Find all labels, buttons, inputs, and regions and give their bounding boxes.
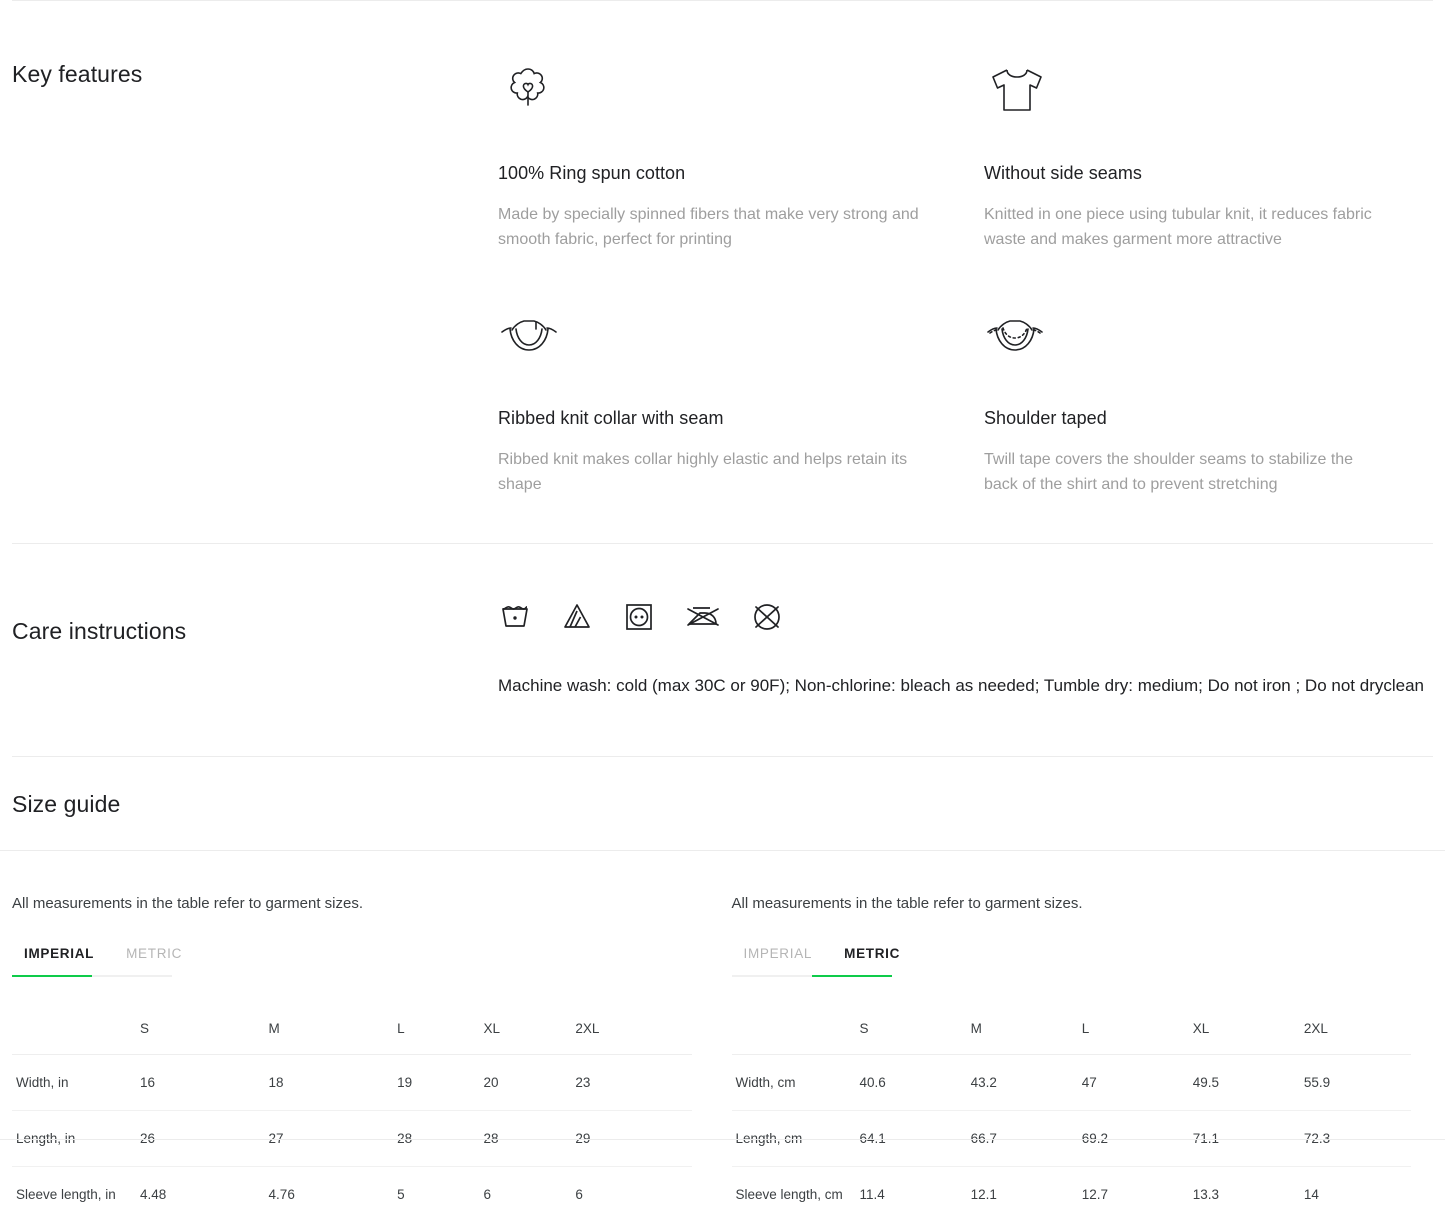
cell: 55.9 xyxy=(1300,1055,1411,1111)
cell: 14 xyxy=(1300,1167,1411,1222)
care-instructions-section: Care instructions xyxy=(0,544,1445,756)
row-label: Sleeve length, cm xyxy=(732,1167,856,1222)
feature-description: Twill tape covers the shoulder seams to … xyxy=(984,447,1389,497)
tumble-dry-medium-icon xyxy=(622,600,656,634)
size-guide-header: Size guide xyxy=(0,757,1445,850)
cell: 12.1 xyxy=(967,1167,1078,1222)
cell: 6 xyxy=(479,1167,571,1222)
column-header: L xyxy=(1078,1003,1189,1055)
feature-title: 100% Ring spun cotton xyxy=(498,163,940,184)
bottom-divider xyxy=(0,1139,1445,1140)
table-row: Width, cm 40.6 43.2 47 49.5 55.9 xyxy=(732,1055,1412,1111)
table-row: Sleeve length, cm 11.4 12.1 12.7 13.3 14 xyxy=(732,1167,1412,1222)
column-header xyxy=(732,1003,856,1055)
care-instructions-title: Care instructions xyxy=(12,600,498,700)
tab-active-underline xyxy=(812,975,892,977)
size-guide-tables: All measurements in the table refer to g… xyxy=(0,851,1445,1222)
do-not-dryclean-icon xyxy=(750,600,784,634)
tab-active-underline xyxy=(12,975,92,977)
unit-tabs: IMPERIAL METRIC xyxy=(732,946,1412,975)
cell: 4.76 xyxy=(265,1167,394,1222)
shoulder-tape-icon xyxy=(984,306,1389,364)
cell: 11.4 xyxy=(856,1167,967,1222)
feature-item: Shoulder taped Twill tape covers the sho… xyxy=(984,306,1433,497)
size-guide-title: Size guide xyxy=(12,791,1433,818)
tab-track xyxy=(12,975,172,977)
table-header-row: S M L XL 2XL xyxy=(12,1003,692,1055)
key-features-title: Key features xyxy=(12,61,498,497)
feature-title: Ribbed knit collar with seam xyxy=(498,408,940,429)
feature-description: Made by specially spinned fibers that ma… xyxy=(498,202,940,252)
column-header: 2XL xyxy=(571,1003,691,1055)
cell: 5 xyxy=(393,1167,479,1222)
feature-item: Without side seams Knitted in one piece … xyxy=(984,61,1433,252)
cell: 13.3 xyxy=(1189,1167,1300,1222)
column-header: S xyxy=(856,1003,967,1055)
key-features-body: 100% Ring spun cotton Made by specially … xyxy=(498,61,1433,497)
cell: 40.6 xyxy=(856,1055,967,1111)
table-note: All measurements in the table refer to g… xyxy=(732,895,1412,912)
do-not-iron-icon xyxy=(684,600,722,634)
unit-tabs: IMPERIAL METRIC xyxy=(12,946,692,975)
tab-track xyxy=(732,975,892,977)
key-features-section: Key features 100% Ring spun cotton Made … xyxy=(0,1,1445,543)
table-header-row: S M L XL 2XL xyxy=(732,1003,1412,1055)
care-instructions-body: Machine wash: cold (max 30C or 90F); Non… xyxy=(498,600,1433,700)
cell: 12.7 xyxy=(1078,1167,1189,1222)
column-header: XL xyxy=(1189,1003,1300,1055)
cell: 18 xyxy=(265,1055,394,1111)
cell: 49.5 xyxy=(1189,1055,1300,1111)
cell: 16 xyxy=(136,1055,265,1111)
column-header: M xyxy=(265,1003,394,1055)
feature-item: 100% Ring spun cotton Made by specially … xyxy=(498,61,984,252)
cotton-boll-icon xyxy=(498,61,940,119)
feature-grid: 100% Ring spun cotton Made by specially … xyxy=(498,61,1433,497)
size-table-metric: All measurements in the table refer to g… xyxy=(714,851,1434,1222)
table-row: Sleeve length, in 4.48 4.76 5 6 6 xyxy=(12,1167,692,1222)
cell: 6 xyxy=(571,1167,691,1222)
tab-metric[interactable]: METRIC xyxy=(828,946,916,975)
column-header: S xyxy=(136,1003,265,1055)
care-symbols xyxy=(498,600,1433,634)
machine-wash-cold-icon xyxy=(498,600,532,634)
table-row: Width, in 16 18 19 20 23 xyxy=(12,1055,692,1111)
row-label: Width, in xyxy=(12,1055,136,1111)
row-label: Width, cm xyxy=(732,1055,856,1111)
measurements-table: S M L XL 2XL Width, in 16 18 19 20 23 Le xyxy=(12,1003,692,1222)
column-header: L xyxy=(393,1003,479,1055)
column-header: 2XL xyxy=(1300,1003,1411,1055)
cell: 47 xyxy=(1078,1055,1189,1111)
row-label: Sleeve length, in xyxy=(12,1167,136,1222)
tab-metric[interactable]: METRIC xyxy=(110,946,198,975)
cell: 4.48 xyxy=(136,1167,265,1222)
column-header xyxy=(12,1003,136,1055)
column-header: M xyxy=(967,1003,1078,1055)
tshirt-icon xyxy=(984,61,1389,119)
tab-imperial[interactable]: IMPERIAL xyxy=(732,946,829,975)
size-table-imperial: All measurements in the table refer to g… xyxy=(12,851,714,1222)
ribbed-collar-icon xyxy=(498,306,940,364)
feature-title: Without side seams xyxy=(984,163,1389,184)
tab-imperial[interactable]: IMPERIAL xyxy=(12,946,110,975)
feature-description: Ribbed knit makes collar highly elastic … xyxy=(498,447,940,497)
cell: 20 xyxy=(479,1055,571,1111)
cell: 19 xyxy=(393,1055,479,1111)
column-header: XL xyxy=(479,1003,571,1055)
cell: 43.2 xyxy=(967,1055,1078,1111)
feature-description: Knitted in one piece using tubular knit,… xyxy=(984,202,1389,252)
cell: 23 xyxy=(571,1055,691,1111)
feature-title: Shoulder taped xyxy=(984,408,1389,429)
table-note: All measurements in the table refer to g… xyxy=(12,895,692,912)
feature-item: Ribbed knit collar with seam Ribbed knit… xyxy=(498,306,984,497)
care-instructions-text: Machine wash: cold (max 30C or 90F); Non… xyxy=(498,672,1433,700)
measurements-table: S M L XL 2XL Width, cm 40.6 43.2 47 49.5… xyxy=(732,1003,1412,1222)
non-chlorine-bleach-icon xyxy=(560,600,594,634)
